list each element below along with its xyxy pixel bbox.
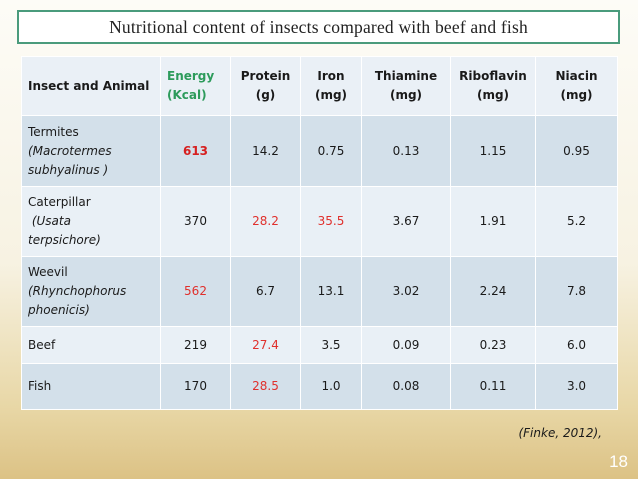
cell-niacin: 0.95 — [535, 115, 618, 187]
cell-niacin: 5.2 — [535, 186, 618, 257]
table-header-row: Insect and Animal Energy (Kcal) Protein (g… — [21, 56, 618, 116]
cell-energy: 562 — [160, 256, 231, 327]
row-label: Weevil (Rhynchophorus phoenicis) — [21, 256, 161, 327]
cell-iron: 35.5 — [300, 186, 362, 257]
header-niacin: Niacin (mg) — [535, 56, 618, 116]
cell-iron: 3.5 — [300, 326, 362, 364]
cell-niacin: 3.0 — [535, 363, 618, 410]
cell-riboflavin: 0.23 — [450, 326, 536, 364]
cell-energy: 613 — [160, 115, 231, 187]
cell-niacin: 6.0 — [535, 326, 618, 364]
source-citation: (Finke, 2012), — [518, 426, 602, 440]
row-label: Fish — [21, 363, 161, 410]
table-row-weevil: Weevil (Rhynchophorus phoenicis) 562 6.7 1… — [21, 256, 618, 327]
header-thiamine: Thiamine (mg) — [361, 56, 451, 116]
cell-riboflavin: 1.15 — [450, 115, 536, 187]
cell-iron: 13.1 — [300, 256, 362, 327]
cell-riboflavin: 1.91 — [450, 186, 536, 257]
header-protein: Protein (g) — [230, 56, 301, 116]
table-row-beef: Beef 219 27.4 3.5 0.09 0.23 6.0 — [21, 326, 618, 364]
cell-energy: 370 — [160, 186, 231, 257]
cell-protein: 28.5 — [230, 363, 301, 410]
cell-thiamine: 3.67 — [361, 186, 451, 257]
cell-energy: 219 — [160, 326, 231, 364]
slide-number: 18 — [609, 452, 628, 471]
cell-riboflavin: 2.24 — [450, 256, 536, 327]
slide-title-box: Nutritional content of insects compared … — [17, 10, 620, 44]
cell-protein: 28.2 — [230, 186, 301, 257]
nutrition-table: Insect and Animal Energy (Kcal) Protein (g… — [21, 56, 618, 410]
cell-niacin: 7.8 — [535, 256, 618, 327]
header-energy: Energy (Kcal) — [160, 56, 231, 116]
cell-iron: 1.0 — [300, 363, 362, 410]
row-label: Caterpillar (Usata terpsichore) — [21, 186, 161, 257]
cell-thiamine: 3.02 — [361, 256, 451, 327]
cell-energy: 170 — [160, 363, 231, 410]
row-label: Beef — [21, 326, 161, 364]
cell-thiamine: 0.13 — [361, 115, 451, 187]
cell-riboflavin: 0.11 — [450, 363, 536, 410]
cell-protein: 6.7 — [230, 256, 301, 327]
table-row-fish: Fish 170 28.5 1.0 0.08 0.11 3.0 — [21, 363, 618, 410]
cell-thiamine: 0.08 — [361, 363, 451, 410]
cell-protein: 27.4 — [230, 326, 301, 364]
table-row-termites: Termites (Macrotermes subhyalinus ) 613 14… — [21, 115, 618, 187]
table-row-caterpillar: Caterpillar (Usata terpsichore) 370 28.2 … — [21, 186, 618, 257]
cell-thiamine: 0.09 — [361, 326, 451, 364]
cell-protein: 14.2 — [230, 115, 301, 187]
header-iron: Iron (mg) — [300, 56, 362, 116]
header-riboflavin: Riboflavin (mg) — [450, 56, 536, 116]
header-insect-animal: Insect and Animal — [21, 56, 161, 116]
slide-title: Nutritional content of insects compared … — [109, 16, 528, 37]
cell-iron: 0.75 — [300, 115, 362, 187]
row-label: Termites (Macrotermes subhyalinus ) — [21, 115, 161, 187]
